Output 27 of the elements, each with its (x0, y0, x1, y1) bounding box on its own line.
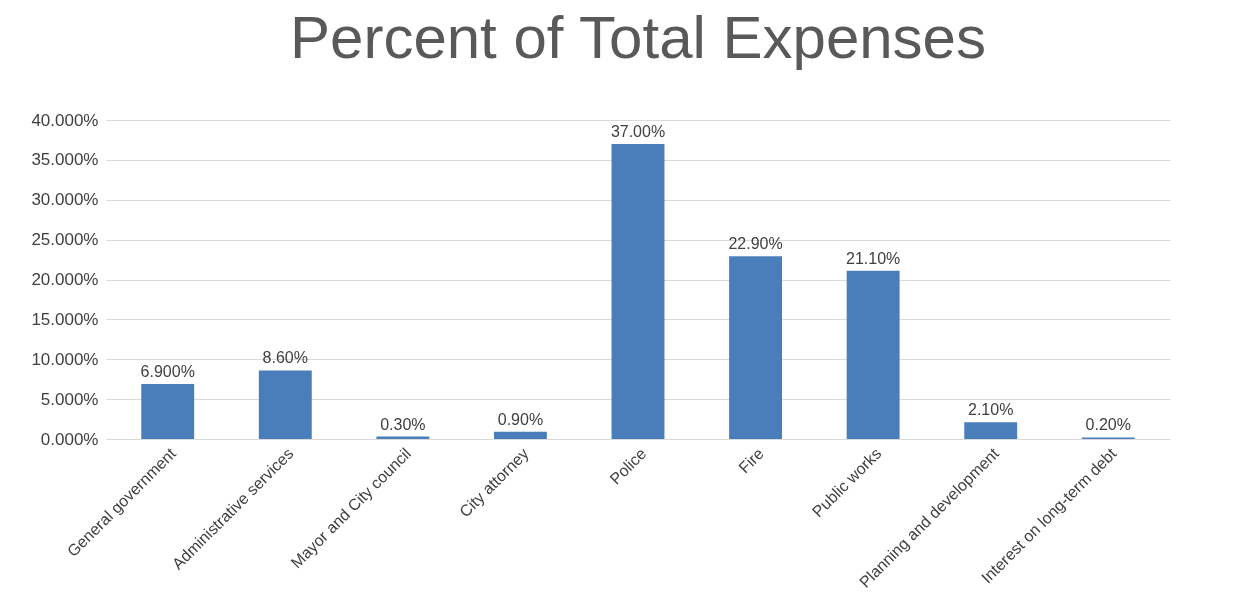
y-tick-label: 25.000% (31, 230, 99, 250)
data-label: 37.00% (610, 122, 666, 140)
y-tick-label: 0.000% (40, 429, 99, 449)
y-tick-label: 10.000% (31, 349, 99, 369)
bar (729, 256, 783, 439)
data-label: 21.10% (846, 249, 901, 267)
bar (611, 143, 665, 439)
data-label: 0.30% (380, 415, 426, 433)
y-tick-label: 5.000% (40, 389, 99, 409)
data-label: 0.20% (1085, 416, 1131, 434)
x-tick-label: Fire (735, 444, 767, 477)
y-tick-label: 30.000% (31, 190, 99, 210)
y-tick-label: 40.000% (31, 110, 99, 130)
bar (258, 370, 312, 439)
bar (493, 431, 547, 439)
y-tick-label: 20.000% (31, 270, 99, 289)
chart-title: Percent of Total Expenses (290, 4, 986, 71)
data-label: 22.90% (728, 235, 783, 253)
data-label: 2.10% (968, 401, 1014, 419)
y-tick-label: 35.000% (31, 150, 99, 170)
data-label: 8.60% (262, 349, 308, 367)
bar (846, 270, 900, 439)
bar (964, 422, 1018, 439)
bar (141, 383, 195, 439)
y-tick-label: 15.000% (31, 309, 99, 329)
data-label: 0.90% (497, 410, 544, 428)
data-label: 6.900% (140, 362, 195, 380)
